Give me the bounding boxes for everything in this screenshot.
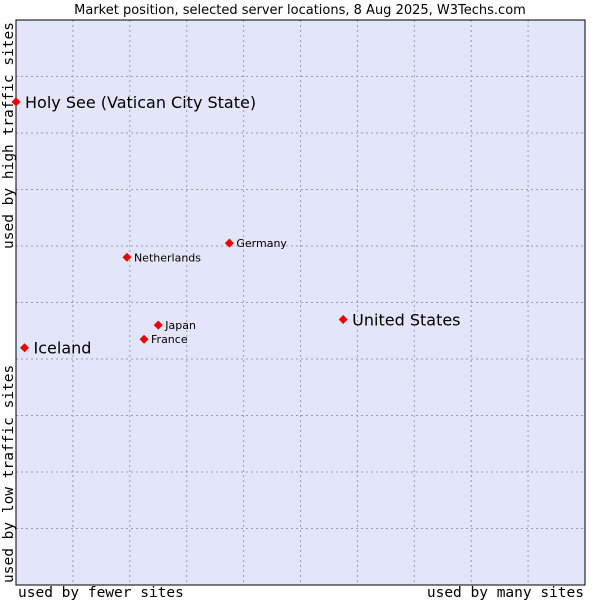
point-marker xyxy=(153,320,163,330)
x-axis-label-right: used by many sites xyxy=(427,585,584,600)
point-marker xyxy=(338,314,348,324)
point-label: Iceland xyxy=(34,339,92,358)
point-marker xyxy=(224,238,234,248)
point-label: France xyxy=(151,333,188,346)
point-label: United States xyxy=(352,310,460,329)
point-marker xyxy=(11,97,21,107)
y-axis-label-bottom: used by low traffic sites xyxy=(1,365,17,583)
chart-title: Market position, selected server locatio… xyxy=(74,3,526,18)
data-points: Holy See (Vatican City State) Germany Neth… xyxy=(11,93,461,358)
point-label: Germany xyxy=(236,237,287,250)
point-marker xyxy=(139,334,149,344)
x-axis-label-left: used by fewer sites xyxy=(18,585,184,600)
y-axis-label-top: used by high traffic sites xyxy=(1,22,17,249)
point-label: Holy See (Vatican City State) xyxy=(25,93,256,112)
grid-lines xyxy=(16,20,585,585)
point-marker xyxy=(20,343,30,353)
point-label: Netherlands xyxy=(134,251,201,264)
point-marker xyxy=(122,252,132,262)
point-label: Japan xyxy=(164,319,196,332)
plot-border xyxy=(15,19,586,586)
